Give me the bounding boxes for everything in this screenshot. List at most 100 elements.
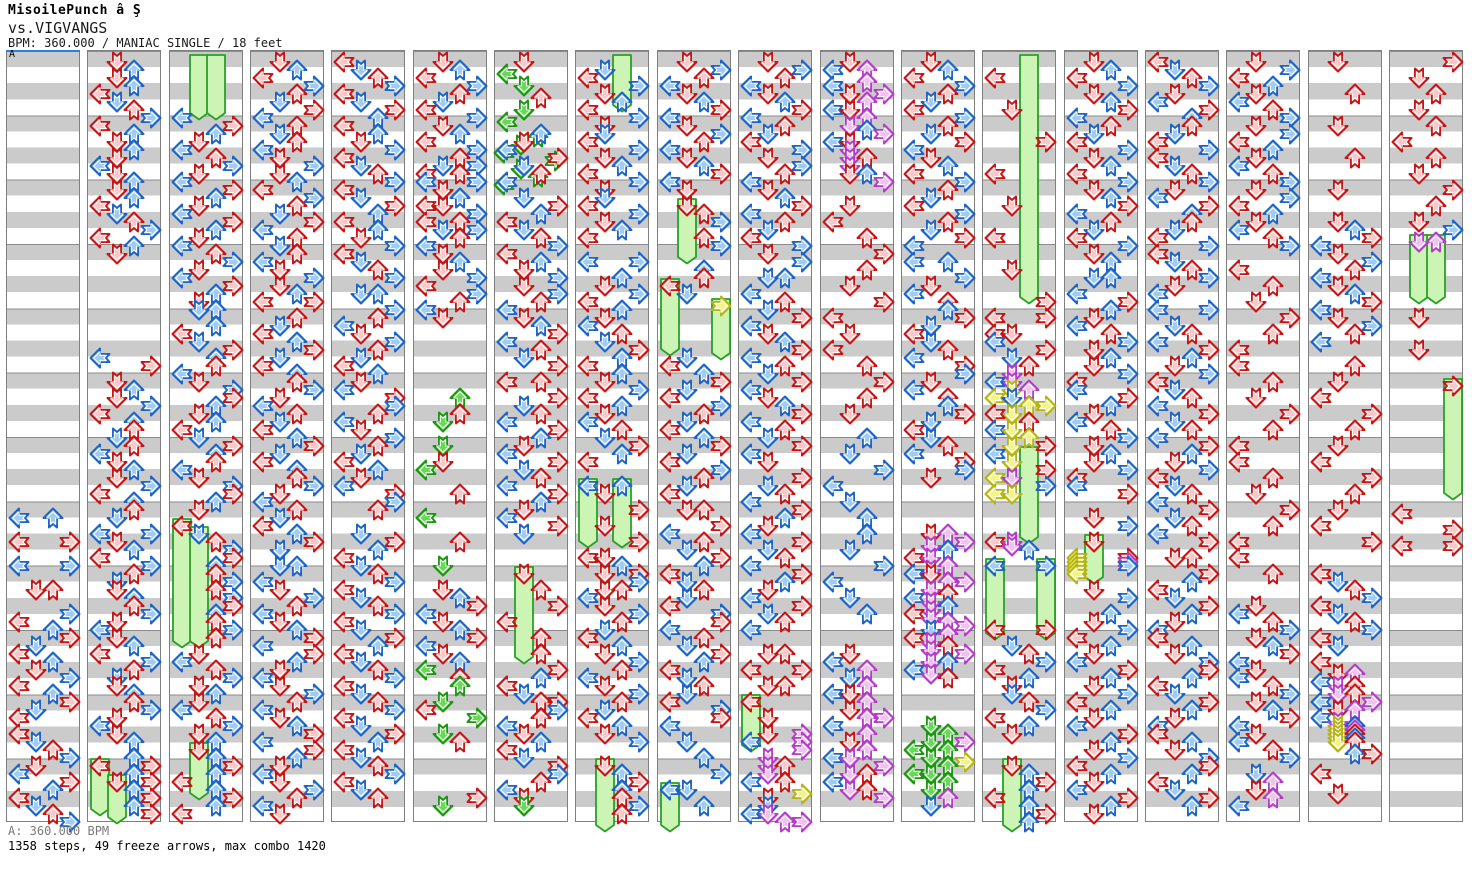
arrow-left-icon (740, 491, 762, 513)
arrow-down-icon (269, 91, 291, 113)
arrow-down-icon (188, 739, 210, 761)
arrow-down-icon (25, 699, 47, 721)
arrow-up-icon (205, 683, 227, 705)
arrow-left-icon (8, 507, 30, 529)
arrow-right-icon (873, 787, 895, 809)
arrow-right-icon (59, 531, 81, 553)
arrow-left-icon (1228, 259, 1250, 281)
arrow-right-icon (710, 235, 732, 257)
arrow-left-icon (1228, 155, 1250, 177)
arrow-right-icon (1117, 483, 1139, 505)
arrow-left-icon (1147, 331, 1169, 353)
arrow-down-icon (1245, 291, 1267, 313)
arrow-left-icon (496, 475, 518, 497)
arrow-right-icon (1442, 375, 1464, 397)
arrow-up-icon (286, 83, 308, 105)
arrow-up-icon (449, 483, 471, 505)
arrow-right-icon (303, 291, 325, 313)
arrow-right-icon (222, 483, 244, 505)
arrow-down-icon (920, 467, 942, 489)
arrow-right-icon (1198, 363, 1220, 385)
arrow-left-icon (496, 611, 518, 633)
arrow-down-icon (1001, 195, 1023, 217)
arrow-left-icon (89, 83, 111, 105)
arrow-down-icon (1245, 483, 1267, 505)
arrow-left-icon (577, 451, 599, 473)
arrow-left-icon (1147, 187, 1169, 209)
arrow-left-icon (496, 111, 518, 133)
arrow-down-icon (188, 259, 210, 281)
arrow-left-icon (903, 195, 925, 217)
arrow-up-icon (1344, 83, 1366, 105)
arrow-up-icon (286, 243, 308, 265)
arrow-up-icon (286, 331, 308, 353)
arrow-down-icon (106, 163, 128, 185)
arrow-left-icon (252, 291, 274, 313)
arrow-up-icon (530, 163, 552, 185)
arrow-right-icon (1361, 587, 1383, 609)
arrow-down-icon (269, 163, 291, 185)
arrow-down-icon (1408, 211, 1430, 233)
arrow-right-icon (140, 355, 162, 377)
arrow-down-icon (513, 747, 535, 769)
arrow-left-icon (415, 459, 437, 481)
arrow-up-icon (286, 307, 308, 329)
step-chart-column-11 (820, 50, 895, 822)
arrow-right-icon (710, 163, 732, 185)
arrow-left-icon (171, 459, 193, 481)
arrow-right-icon (384, 171, 406, 193)
arrow-left-icon (252, 323, 274, 345)
arrow-left-icon (171, 107, 193, 129)
arrow-left-icon (252, 107, 274, 129)
arrow-right-icon (222, 211, 244, 233)
arrow-right-icon (384, 763, 406, 785)
arrow-down-icon (432, 411, 454, 433)
arrow-down-icon (757, 451, 779, 473)
arrow-down-icon (839, 539, 861, 561)
arrow-down-icon (25, 755, 47, 777)
arrow-up-icon (123, 499, 145, 521)
arrow-left-icon (1310, 451, 1332, 473)
arrow-down-icon (594, 483, 616, 505)
arrow-up-icon (42, 619, 64, 641)
arrow-left-icon (822, 211, 844, 233)
arrow-down-icon (188, 427, 210, 449)
step-chart-column-6 (413, 50, 488, 822)
arrow-up-icon (123, 235, 145, 257)
arrow-down-icon (188, 371, 210, 393)
freeze-arrow-bar (90, 758, 110, 817)
arrow-up-icon (1344, 323, 1366, 345)
arrow-left-icon (415, 131, 437, 153)
arrow-right-icon (140, 651, 162, 673)
arrow-up-icon (205, 219, 227, 241)
arrow-left-icon (1147, 523, 1169, 545)
arrow-right-icon (222, 715, 244, 737)
arrow-left-icon (171, 515, 193, 537)
arrow-down-icon (188, 723, 210, 745)
arrow-right-icon (710, 763, 732, 785)
arrow-up-icon (611, 443, 633, 465)
arrow-left-icon (903, 283, 925, 305)
arrow-up-icon (123, 99, 145, 121)
arrow-left-icon (415, 275, 437, 297)
arrow-right-icon (222, 435, 244, 457)
arrow-right-icon (59, 627, 81, 649)
arrow-right-icon (303, 211, 325, 233)
arrow-right-icon (1117, 459, 1139, 481)
arrow-up-icon (205, 491, 227, 513)
arrow-right-icon (222, 547, 244, 569)
arrow-right-icon (222, 179, 244, 201)
arrow-down-icon (106, 611, 128, 633)
arrow-right-icon (1198, 459, 1220, 481)
arrow-down-icon (106, 179, 128, 201)
arrow-down-icon (1001, 259, 1023, 281)
arrow-up-icon (449, 731, 471, 753)
step-stats: 1358 steps, 49 freeze arrows, max combo … (8, 839, 326, 853)
arrow-down-icon (188, 499, 210, 521)
arrow-down-icon (269, 123, 291, 145)
arrow-down-icon (106, 387, 128, 409)
arrow-right-icon (1279, 643, 1301, 665)
arrow-down-icon (1083, 803, 1105, 825)
arrow-left-icon (903, 347, 925, 369)
arrow-right-icon (222, 595, 244, 617)
